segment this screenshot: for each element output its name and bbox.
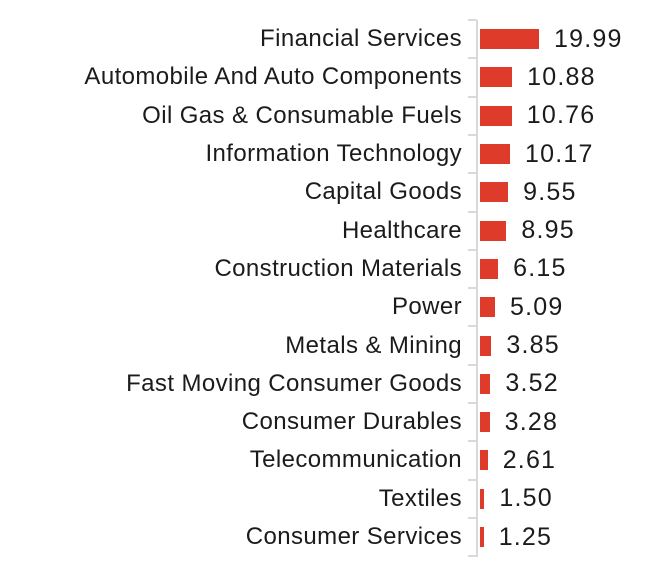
category-label: Metals & Mining: [285, 331, 462, 359]
bar: [480, 373, 491, 394]
value-label: 19.99: [554, 24, 623, 53]
chart-row: Telecommunication 2.61: [0, 441, 660, 479]
category-label: Power: [391, 293, 462, 321]
chart-row: Automobile And Auto Components 10.88: [0, 58, 660, 96]
category-label: Telecommunication: [249, 446, 462, 474]
value-label: 2.61: [502, 445, 557, 474]
category-label: Financial Services: [260, 25, 462, 53]
chart-row: Fast Moving Consumer Goods 3.52: [0, 365, 660, 403]
category-label: Fast Moving Consumer Goods: [126, 369, 462, 397]
axis-tick: [468, 172, 477, 175]
chart-row: Construction Materials 6.15: [0, 250, 660, 288]
category-label: Construction Materials: [214, 254, 462, 282]
axis-tick: [468, 210, 477, 213]
chart-row: Consumer Services 1.25: [0, 518, 660, 556]
axis-tick: [468, 363, 477, 366]
axis-tick: [468, 19, 477, 21]
category-label: Capital Goods: [304, 178, 462, 206]
value-label: 3.28: [504, 407, 559, 436]
category-label: Textiles: [378, 484, 462, 512]
bar: [480, 412, 490, 433]
value-label: 10.17: [525, 139, 594, 168]
value-label: 10.76: [526, 101, 596, 130]
value-label: 5.09: [510, 292, 564, 321]
chart-row: Information Technology 10.17: [0, 135, 660, 173]
axis-tick: [468, 478, 477, 481]
chart-row: Healthcare 8.95: [0, 211, 660, 249]
category-label: Automobile And Auto Components: [84, 63, 462, 91]
category-label: Consumer Durables: [241, 408, 462, 436]
bar: [480, 258, 499, 279]
chart-rows: Financial Services 19.99 Automobile And Au…: [0, 20, 660, 556]
bar: [480, 297, 496, 318]
category-label: Oil Gas & Consumable Fuels: [142, 101, 462, 129]
axis-tick: [468, 516, 477, 519]
bar: [480, 220, 507, 241]
bar: [480, 450, 488, 471]
axis-tick: [468, 325, 477, 328]
axis-tick: [468, 248, 477, 251]
bar: [480, 105, 512, 126]
axis-tick: [468, 440, 477, 443]
chart-row: Oil Gas & Consumable Fuels 10.76: [0, 97, 660, 135]
bar: [480, 488, 485, 509]
chart-row: Textiles 1.50: [0, 480, 660, 518]
axis-tick: [468, 133, 477, 136]
bar: [480, 29, 539, 50]
value-label: 1.25: [498, 522, 553, 551]
category-label: Consumer Services: [245, 523, 462, 550]
value-label: 10.88: [527, 62, 596, 91]
chart-row: Consumer Durables 3.28: [0, 403, 660, 441]
chart-row: Power 5.09: [0, 288, 660, 326]
axis-tick: [468, 555, 477, 558]
category-label: Healthcare: [341, 216, 462, 244]
bar: [480, 182, 509, 203]
axis-tick: [468, 287, 477, 290]
value-label: 8.95: [521, 216, 575, 245]
axis-tick: [468, 402, 477, 404]
chart-row: Capital Goods 9.55: [0, 173, 660, 211]
value-label: 9.55: [523, 177, 577, 206]
bar: [480, 67, 513, 88]
value-label: 6.15: [513, 254, 567, 283]
bar: [480, 335, 492, 356]
bar: [480, 527, 484, 547]
axis-tick: [468, 57, 477, 60]
bar: [480, 144, 511, 165]
axis-tick: [468, 95, 477, 98]
value-label: 3.85: [506, 331, 560, 360]
value-label: 1.50: [499, 484, 553, 513]
category-label: Information Technology: [205, 140, 462, 168]
chart-row: Financial Services 19.99: [0, 20, 660, 58]
value-label: 3.52: [505, 369, 559, 398]
chart-row: Metals & Mining 3.85: [0, 326, 660, 364]
y-axis-line: [476, 20, 478, 557]
